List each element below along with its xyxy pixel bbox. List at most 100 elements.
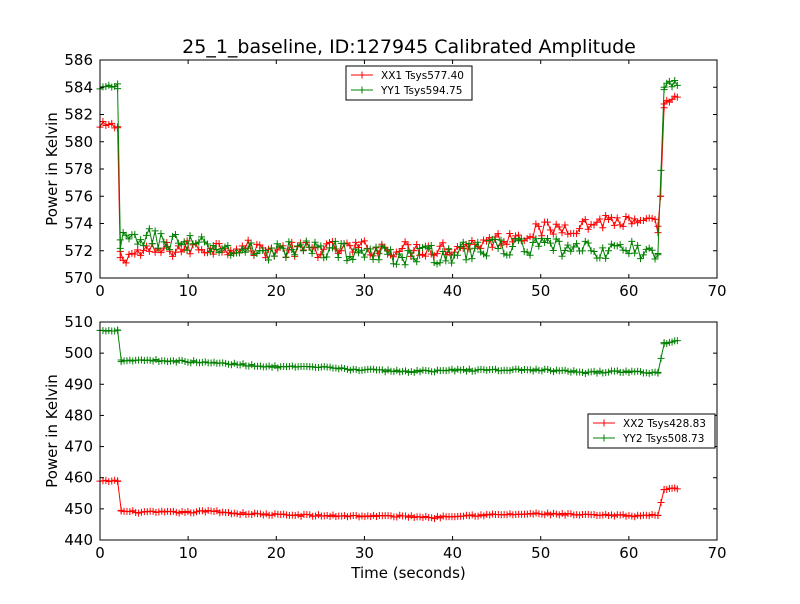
data-point (114, 326, 122, 334)
data-point (172, 508, 180, 516)
legend-marker (600, 419, 608, 427)
data-point (248, 510, 256, 518)
data-point (660, 86, 668, 94)
data-point (360, 253, 368, 261)
data-point (398, 245, 406, 253)
data-point (651, 215, 659, 223)
data-point (192, 240, 200, 248)
data-point (555, 237, 563, 245)
data-point (628, 512, 636, 520)
data-point (599, 244, 607, 252)
data-point (236, 361, 244, 369)
data-point (117, 358, 125, 366)
data-point (184, 358, 192, 366)
data-point (268, 511, 276, 519)
data-point (468, 236, 476, 244)
data-point (370, 365, 378, 373)
data-point (198, 246, 206, 254)
data-point (140, 242, 148, 250)
data-point (465, 239, 473, 247)
data-point (384, 366, 392, 374)
data-point (357, 246, 365, 254)
data-point (114, 123, 122, 131)
data-point (396, 368, 404, 376)
data-point (99, 326, 107, 334)
data-point (616, 511, 624, 519)
x-tick-label: 50 (531, 282, 550, 300)
data-point (610, 512, 618, 520)
data-point (407, 368, 415, 376)
data-point (436, 259, 444, 267)
data-point (221, 243, 229, 251)
data-point (657, 166, 665, 174)
x-tick-label: 70 (707, 282, 726, 300)
x-tick-label: 40 (443, 544, 462, 562)
data-point (357, 238, 365, 246)
data-point (637, 368, 645, 376)
data-point (506, 230, 514, 238)
data-point (247, 239, 255, 247)
data-point (581, 369, 589, 377)
data-point (137, 251, 145, 259)
data-point (288, 246, 296, 254)
data-point (352, 365, 360, 373)
data-point (151, 227, 159, 235)
data-point (462, 256, 470, 264)
data-point (193, 508, 201, 516)
data-point (628, 220, 636, 228)
data-point (651, 255, 659, 263)
x-tick-label: 30 (355, 544, 374, 562)
data-point (309, 363, 317, 371)
data-point (131, 250, 139, 258)
data-point (238, 245, 246, 253)
data-point (616, 221, 624, 229)
data-point (575, 225, 583, 233)
data-point (442, 257, 450, 265)
x-tick-label: 10 (179, 282, 198, 300)
legend-2: XX2 Tsys428.83 YY2 Tsys508.73 (587, 413, 716, 449)
data-point (314, 511, 322, 519)
data-point (291, 511, 299, 519)
data-point (230, 359, 238, 367)
data-point (471, 367, 479, 375)
data-point (616, 241, 624, 249)
data-point (334, 253, 342, 261)
data-point (483, 366, 491, 374)
data-point (613, 242, 621, 250)
y-tick-label: 510 (64, 313, 93, 331)
data-point (323, 253, 331, 261)
data-point (178, 356, 186, 364)
data-point (622, 247, 630, 255)
data-point (427, 242, 435, 250)
data-point (306, 511, 314, 519)
series-markers-1-2 (96, 76, 681, 269)
data-point (224, 242, 232, 250)
y-tick-label: 584 (64, 78, 93, 96)
data-point (111, 327, 119, 335)
data-point (262, 363, 270, 371)
data-point (169, 232, 177, 240)
data-point (381, 244, 389, 252)
data-point (206, 248, 214, 256)
data-point (558, 229, 566, 237)
data-point (410, 514, 418, 522)
data-point (389, 253, 397, 261)
data-point (654, 229, 662, 237)
x-tick-label: 60 (619, 282, 638, 300)
data-point (270, 252, 278, 260)
chart-title: 25_1_baseline, ID:127945 Calibrated Ampl… (182, 36, 636, 58)
data-point (183, 246, 191, 254)
data-point (491, 236, 499, 244)
data-point (567, 510, 575, 518)
x-tick-label: 0 (95, 544, 105, 562)
y-tick-label: 470 (64, 438, 93, 456)
data-point (613, 214, 621, 222)
data-point (314, 364, 322, 372)
data-point (584, 225, 592, 233)
data-point (424, 245, 432, 253)
data-point (549, 509, 557, 517)
data-point (407, 512, 415, 520)
data-point (648, 246, 656, 254)
data-point (172, 358, 180, 366)
data-point (134, 240, 142, 248)
